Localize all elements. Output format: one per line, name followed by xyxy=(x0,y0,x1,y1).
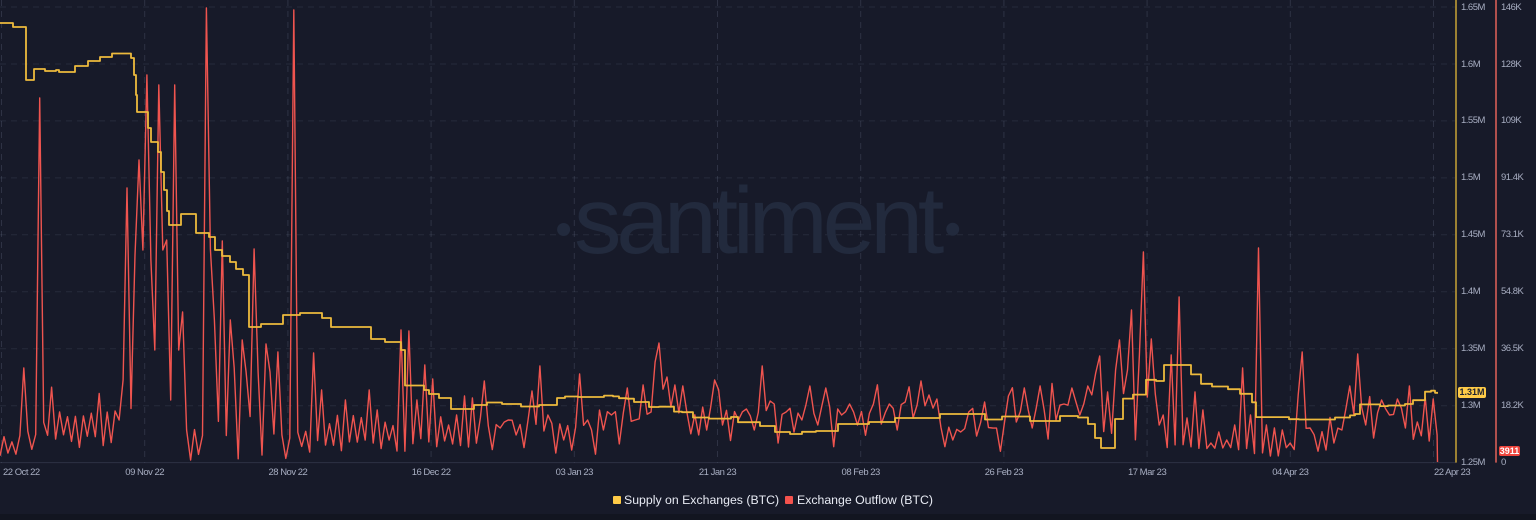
svg-text:santiment: santiment xyxy=(574,168,944,274)
